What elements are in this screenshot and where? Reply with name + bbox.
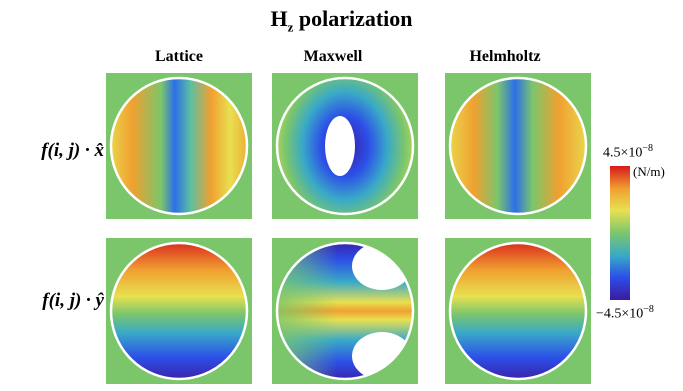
colorbar-unit: (N/m) [633, 164, 665, 179]
panel-maxwell-x [272, 73, 418, 219]
colorbar-min-label: −4.5×10−8 [596, 304, 654, 322]
figure-title: Hz polarization [270, 6, 413, 35]
colorbar [610, 166, 630, 300]
column-header-helmholtz: Helmholtz [469, 48, 541, 65]
row-label-x: f(i, j) · x̂ [41, 140, 104, 161]
colorbar-max-label: 4.5×10−8 [603, 143, 654, 161]
panel-lattice-y [106, 238, 252, 384]
row-label-y: f(i, j) · ŷ [42, 290, 104, 311]
panel-maxwell-y [272, 238, 418, 384]
panel-helmholtz-y [445, 238, 591, 384]
column-header-lattice: Lattice [155, 48, 203, 65]
panel-helmholtz-x [445, 73, 591, 219]
column-header-maxwell: Maxwell [303, 48, 363, 65]
panel-lattice-x [106, 73, 252, 219]
